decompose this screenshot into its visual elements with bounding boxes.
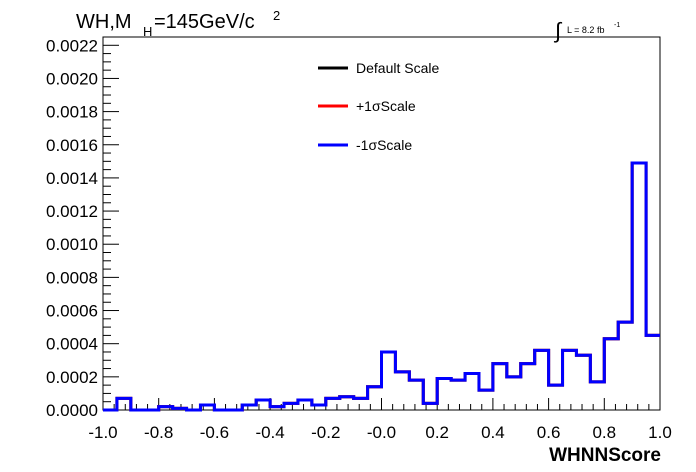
y-tick-label: 0.0022 — [46, 36, 98, 55]
x-tick-label: 0.8 — [592, 423, 616, 442]
y-axis: 0.0000 0.0002 0.0004 0.0006 0.0008 0.0010 0.00… — [46, 36, 119, 420]
x-tick-label: -0.0 — [367, 423, 396, 442]
x-axis: -1.0 -0.8 -0.6 -0.4 -0.2 -0.0 0.2 0.4 0.6 0.8 1.0 — [88, 398, 672, 442]
lumi-superscript: -1 — [614, 22, 620, 29]
y-tick-label: 0.0008 — [46, 268, 98, 287]
chart-title-rest: =145GeV/c — [154, 11, 255, 33]
x-tick-label: -0.6 — [200, 423, 229, 442]
lumi-label: L = 8.2 fb — [567, 25, 604, 35]
x-tick-label: 0.6 — [537, 423, 561, 442]
chart-title-subscript: H — [143, 24, 152, 39]
y-tick-label: 0.0002 — [46, 368, 98, 387]
y-tick-label: 0.0018 — [46, 103, 98, 122]
x-axis-label: WHNNScore — [549, 445, 661, 466]
x-tick-label: -0.4 — [255, 423, 284, 442]
x-tick-label: -1.0 — [88, 423, 117, 442]
integral-sign: ∫ — [553, 18, 563, 43]
y-tick-label: 0.0000 — [46, 401, 98, 420]
series-line-minus1sigma-scale — [103, 161, 660, 412]
y-tick-label: 0.0010 — [46, 235, 98, 254]
x-tick-label: 0.4 — [481, 423, 505, 442]
chart-title-main: WH,M — [76, 11, 132, 33]
x-tick-label: -0.2 — [311, 423, 340, 442]
x-tick-label: 1.0 — [648, 423, 672, 442]
y-tick-label: 0.0006 — [46, 302, 98, 321]
y-tick-label: 0.0020 — [46, 69, 98, 88]
legend-label-minus1sigma: -1σScale — [356, 137, 412, 153]
y-tick-label: 0.0016 — [46, 136, 98, 155]
chart-title-superscript: 2 — [273, 8, 280, 23]
y-tick-label: 0.0004 — [46, 335, 98, 354]
legend: Default Scale +1σScale -1σScale — [318, 60, 439, 153]
legend-label-plus1sigma: +1σScale — [356, 98, 416, 114]
x-tick-label: -0.8 — [144, 423, 173, 442]
y-tick-label: 0.0014 — [46, 169, 98, 188]
x-tick-label: 0.2 — [425, 423, 449, 442]
legend-label-default: Default Scale — [356, 60, 439, 76]
y-tick-label: 0.0012 — [46, 202, 98, 221]
series-layer — [103, 161, 660, 412]
